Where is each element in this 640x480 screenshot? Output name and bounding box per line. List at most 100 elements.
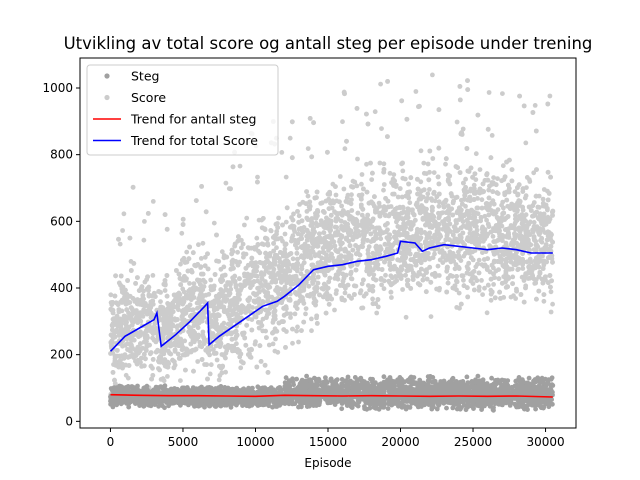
- score-point: [351, 283, 357, 289]
- score-point: [381, 286, 387, 292]
- score-point: [305, 193, 311, 199]
- score-point: [395, 267, 401, 273]
- score-point: [436, 287, 442, 293]
- score-point: [386, 278, 392, 284]
- score-point: [520, 266, 526, 271]
- score-point: [420, 216, 426, 222]
- score-point: [240, 241, 246, 247]
- score-point: [333, 192, 339, 198]
- score-point: [184, 292, 189, 298]
- score-point: [337, 174, 343, 179]
- score-point: [392, 240, 398, 246]
- score-point: [134, 299, 140, 305]
- score-point: [164, 273, 170, 278]
- score-point: [361, 277, 366, 283]
- score-point: [485, 256, 490, 261]
- score-point: [290, 217, 296, 223]
- score-point: [359, 281, 365, 287]
- score-point: [430, 205, 435, 211]
- score-point: [197, 339, 203, 345]
- score-point: [547, 93, 553, 99]
- score-point: [425, 191, 431, 197]
- score-point: [379, 210, 385, 215]
- score-point: [418, 206, 424, 212]
- score-point: [358, 288, 364, 294]
- score-point: [444, 289, 450, 295]
- score-point: [314, 313, 320, 319]
- score-point: [291, 211, 296, 217]
- score-point: [514, 218, 519, 224]
- score-point: [322, 225, 327, 230]
- score-point: [343, 199, 349, 204]
- score-point: [111, 335, 117, 340]
- score-point: [490, 189, 496, 195]
- score-point: [372, 229, 378, 235]
- score-point: [229, 262, 235, 267]
- score-point: [497, 228, 502, 234]
- score-point: [277, 259, 283, 265]
- score-point: [186, 324, 192, 330]
- score-point: [354, 183, 360, 189]
- score-point: [223, 283, 229, 289]
- score-point: [378, 246, 384, 252]
- score-point: [220, 289, 226, 295]
- score-point: [307, 116, 313, 121]
- score-point: [492, 295, 498, 301]
- score-point: [232, 273, 238, 279]
- score-point: [228, 186, 233, 192]
- score-point: [518, 292, 524, 297]
- score-point: [114, 327, 119, 333]
- score-point: [238, 288, 243, 293]
- score-point: [174, 324, 180, 330]
- score-point: [294, 250, 300, 256]
- score-point: [276, 215, 281, 221]
- score-point: [491, 282, 496, 287]
- score-point: [391, 191, 397, 197]
- score-point: [381, 182, 387, 187]
- score-point: [463, 250, 468, 256]
- score-point: [453, 195, 459, 201]
- score-point: [156, 289, 162, 294]
- score-point: [541, 203, 546, 209]
- score-point: [304, 189, 309, 195]
- score-point: [421, 273, 427, 278]
- score-point: [493, 182, 499, 188]
- score-point: [155, 347, 161, 353]
- score-point: [500, 199, 506, 205]
- score-point: [495, 176, 500, 182]
- score-point: [404, 278, 410, 283]
- score-point: [234, 341, 239, 347]
- score-point: [457, 84, 463, 89]
- score-point: [425, 195, 430, 201]
- score-point: [445, 280, 451, 286]
- score-point: [332, 224, 338, 230]
- score-point: [388, 267, 393, 272]
- score-point: [290, 256, 296, 262]
- score-point: [549, 253, 555, 259]
- score-point: [219, 249, 225, 255]
- score-point: [428, 235, 433, 241]
- score-point: [110, 370, 116, 375]
- score-point: [418, 148, 424, 154]
- score-point: [531, 170, 537, 176]
- score-point: [460, 201, 465, 207]
- score-point: [128, 305, 134, 310]
- score-point: [170, 357, 176, 363]
- score-point: [337, 199, 342, 205]
- score-point: [455, 165, 460, 171]
- score-point: [345, 282, 351, 288]
- score-point: [521, 240, 527, 246]
- score-point: [237, 297, 242, 302]
- score-point: [379, 126, 384, 131]
- score-point: [116, 236, 121, 242]
- score-point: [259, 323, 265, 328]
- score-point: [544, 259, 549, 265]
- score-point: [269, 294, 275, 300]
- score-point: [342, 246, 348, 252]
- score-point: [235, 249, 241, 255]
- score-point: [427, 187, 432, 192]
- score-point: [240, 332, 246, 338]
- score-point: [474, 227, 480, 233]
- score-point: [506, 226, 512, 232]
- score-point: [176, 356, 182, 361]
